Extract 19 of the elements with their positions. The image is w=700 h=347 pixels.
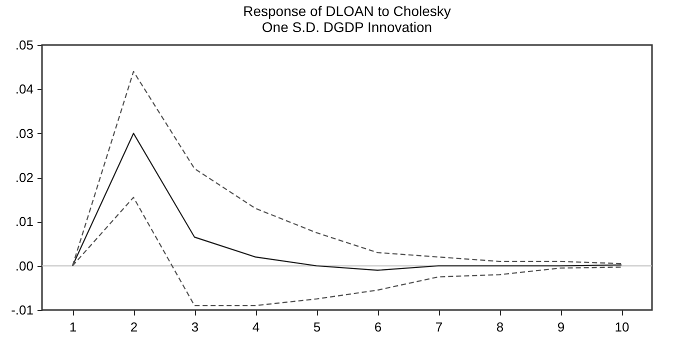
x-tick-label: 8 xyxy=(496,320,504,334)
x-tick-label: 6 xyxy=(374,320,382,334)
x-tick-label: 5 xyxy=(313,320,321,334)
x-tick-label: 9 xyxy=(557,320,565,334)
x-tick-label: 3 xyxy=(191,320,199,334)
x-tick-label: 10 xyxy=(614,320,630,334)
y-tick-label: .02 xyxy=(15,170,34,185)
y-tick-label: .01 xyxy=(15,214,34,230)
y-tick-label: .00 xyxy=(15,258,34,274)
y-tick-label: .03 xyxy=(15,126,34,141)
x-tick-label: 2 xyxy=(130,320,138,334)
y-tick-label: .04 xyxy=(15,82,34,97)
line-series xyxy=(72,132,622,271)
chart-title: Response of DLOAN to Cholesky One S.D. DGDP Innovation xyxy=(243,3,451,35)
x-tick-label: 1 xyxy=(69,320,77,334)
x-tick-label: 4 xyxy=(252,320,260,334)
y-tick-label: -.01 xyxy=(11,302,34,318)
y-tick-label: .05 xyxy=(15,38,34,52)
x-tick-label: 7 xyxy=(435,320,443,334)
